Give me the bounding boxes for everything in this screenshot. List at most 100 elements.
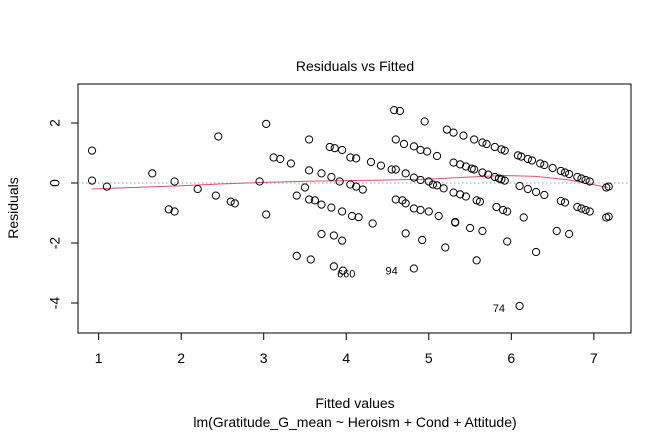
data-point bbox=[338, 236, 347, 245]
data-point bbox=[255, 177, 264, 186]
data-point bbox=[564, 169, 574, 179]
data-point bbox=[102, 182, 111, 191]
data-point bbox=[346, 180, 355, 189]
data-point bbox=[456, 160, 465, 169]
data-point bbox=[418, 235, 427, 245]
data-point bbox=[552, 226, 561, 236]
data-point bbox=[366, 157, 376, 167]
data-point bbox=[540, 160, 549, 170]
data-point bbox=[585, 177, 594, 186]
data-point bbox=[329, 262, 338, 271]
chart-subtitle: lm(Gratitude_G_mean ~ Heroism + Cond + A… bbox=[193, 414, 516, 430]
data-point bbox=[560, 198, 570, 207]
data-point bbox=[376, 161, 386, 170]
data-point bbox=[214, 132, 223, 141]
data-point bbox=[503, 237, 512, 246]
data-point bbox=[338, 145, 347, 155]
data-point bbox=[352, 154, 361, 163]
data-point bbox=[317, 169, 326, 178]
x-tick-label: 1 bbox=[95, 350, 103, 366]
y-tick-label: -4 bbox=[47, 297, 63, 310]
data-point bbox=[442, 125, 452, 134]
data-point bbox=[500, 176, 509, 185]
data-point bbox=[449, 188, 458, 197]
data-point bbox=[391, 135, 400, 144]
x-tick-label: 6 bbox=[507, 350, 515, 366]
data-point bbox=[305, 135, 314, 144]
data-point bbox=[170, 177, 179, 186]
data-point bbox=[531, 187, 541, 197]
data-point bbox=[577, 204, 586, 213]
smoother-line bbox=[91, 174, 608, 190]
data-point bbox=[515, 181, 524, 191]
data-point bbox=[449, 158, 458, 167]
data-point bbox=[556, 196, 565, 206]
data-point bbox=[352, 182, 361, 191]
data-point bbox=[432, 181, 442, 190]
data-point bbox=[478, 138, 487, 147]
outlier-label: 660 bbox=[337, 268, 355, 280]
data-point bbox=[276, 154, 285, 164]
data-point bbox=[527, 156, 537, 165]
data-point bbox=[391, 195, 400, 204]
x-tick-label: 3 bbox=[260, 350, 268, 366]
data-point bbox=[346, 153, 355, 162]
data-point bbox=[211, 191, 220, 200]
data-point bbox=[409, 142, 419, 151]
data-point bbox=[87, 176, 97, 185]
data-point bbox=[306, 255, 315, 264]
data-point bbox=[461, 162, 471, 171]
data-point bbox=[409, 264, 419, 273]
data-point bbox=[409, 204, 419, 213]
data-point bbox=[310, 196, 319, 205]
chart-title: Residuals vs Fitted bbox=[296, 58, 414, 74]
data-point bbox=[292, 191, 301, 200]
x-tick-label: 5 bbox=[425, 350, 433, 366]
data-point bbox=[368, 219, 377, 228]
data-point bbox=[470, 165, 479, 174]
plot-frame bbox=[77, 83, 632, 334]
data-point bbox=[317, 200, 326, 209]
data-point bbox=[470, 135, 479, 144]
data-point bbox=[465, 223, 475, 233]
data-point bbox=[432, 151, 442, 161]
data-point bbox=[577, 174, 586, 183]
data-point bbox=[390, 106, 399, 115]
data-point bbox=[87, 146, 97, 155]
data-point bbox=[434, 211, 443, 221]
data-point bbox=[286, 159, 296, 168]
data-point bbox=[472, 256, 481, 265]
data-point bbox=[456, 190, 465, 199]
data-point bbox=[193, 184, 202, 194]
data-point bbox=[449, 128, 458, 137]
data-point bbox=[292, 251, 301, 260]
data-point bbox=[451, 217, 460, 227]
x-tick-label: 2 bbox=[177, 350, 185, 366]
data-point bbox=[399, 139, 409, 149]
data-point bbox=[329, 231, 338, 240]
y-tick-label: 0 bbox=[47, 179, 63, 187]
data-point bbox=[327, 172, 336, 182]
data-point bbox=[423, 147, 432, 156]
data-point bbox=[317, 229, 326, 239]
data-point bbox=[262, 210, 271, 219]
axis-ticks: 1 2 3 4 5 6 7 -4 -2 0 2 bbox=[47, 119, 598, 366]
smoother-group bbox=[91, 174, 608, 190]
outlier-label: 74 bbox=[493, 303, 505, 315]
data-point bbox=[581, 175, 590, 185]
data-point bbox=[226, 197, 235, 206]
data-point bbox=[424, 177, 433, 186]
data-point bbox=[338, 266, 348, 275]
outlier-label: 94 bbox=[386, 265, 398, 277]
data-point bbox=[305, 195, 314, 204]
data-point bbox=[560, 168, 570, 177]
data-point bbox=[536, 159, 545, 168]
data-point bbox=[556, 166, 565, 176]
x-tick-label: 4 bbox=[342, 350, 350, 366]
data-point bbox=[358, 185, 367, 194]
data-points bbox=[87, 106, 613, 311]
data-point bbox=[461, 192, 471, 201]
data-point bbox=[401, 229, 410, 238]
data-point bbox=[531, 247, 541, 257]
data-point bbox=[170, 207, 179, 216]
